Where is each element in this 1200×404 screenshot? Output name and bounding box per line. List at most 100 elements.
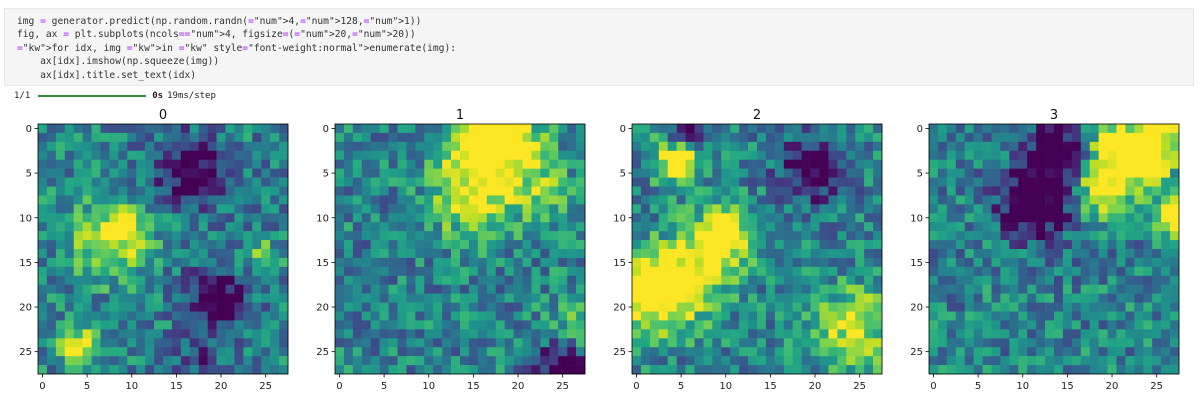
- heatmap-cell: [243, 177, 253, 187]
- heatmap-cell: [964, 168, 974, 178]
- heatmap-cell: [973, 293, 983, 303]
- heatmap-cell: [1018, 150, 1028, 161]
- heatmap-cell: [667, 168, 677, 178]
- heatmap-cell: [873, 338, 883, 348]
- heatmap-cell: [82, 150, 92, 161]
- heatmap-cell: [1062, 302, 1073, 312]
- heatmap-cell: [46, 365, 57, 375]
- heatmap-cell: [828, 347, 838, 357]
- heatmap-cell: [46, 293, 57, 303]
- heatmap-cell: [207, 257, 217, 268]
- heatmap-cell: [145, 204, 155, 214]
- heatmap-cell: [982, 320, 992, 330]
- heatmap-cell: [451, 177, 461, 187]
- heatmap-cell: [234, 141, 244, 152]
- heatmap-cell: [261, 302, 271, 312]
- heatmap-cell: [109, 150, 119, 161]
- heatmap-cell: [964, 249, 974, 259]
- heatmap-cell: [279, 124, 289, 134]
- heatmap-cell: [91, 329, 101, 339]
- heatmap-cell: [495, 177, 505, 187]
- heatmap-cell: [486, 231, 497, 241]
- heatmap-cell: [973, 222, 983, 232]
- heatmap-cell: [1107, 231, 1117, 241]
- heatmap-cell: [46, 275, 57, 286]
- heatmap-cell: [685, 132, 695, 143]
- heatmap-cell: [82, 347, 92, 357]
- code-cell-input[interactable]: img = generator.predict(np.random.randn(…: [4, 8, 1194, 86]
- heatmap-cell: [109, 329, 119, 339]
- heatmap-cell: [558, 150, 568, 161]
- heatmap-cell: [180, 222, 191, 232]
- heatmap-cell: [415, 168, 425, 178]
- heatmap-cell: [73, 132, 83, 143]
- heatmap-cell: [100, 356, 110, 366]
- heatmap-cell: [946, 329, 957, 339]
- heatmap-cell: [73, 195, 83, 205]
- heatmap-cell: [873, 320, 883, 330]
- heatmap-cell: [712, 284, 722, 294]
- heatmap-cell: [810, 356, 820, 366]
- heatmap-cell: [406, 356, 416, 366]
- heatmap-cell: [1036, 132, 1046, 143]
- heatmap-cell: [397, 320, 407, 330]
- heatmap-cell: [964, 311, 974, 321]
- heatmap-cell: [864, 356, 874, 366]
- heatmap-cell: [234, 266, 244, 277]
- heatmap-cell: [1045, 177, 1055, 187]
- heatmap-cell: [468, 320, 479, 330]
- heatmap-cell: [1071, 240, 1082, 250]
- heatmap-cell: [361, 195, 372, 205]
- heatmap-cell: [649, 275, 660, 286]
- heatmap-cell: [486, 266, 497, 277]
- heatmap-cell: [748, 356, 758, 366]
- heatmap-cell: [1036, 257, 1046, 268]
- heatmap-cell: [171, 141, 182, 152]
- heatmap-cell: [819, 257, 829, 268]
- heatmap-cell: [703, 275, 713, 286]
- heatmap-cell: [442, 284, 452, 294]
- heatmap-cell: [38, 275, 48, 286]
- heatmap-cell: [1089, 356, 1099, 366]
- heatmap-cell: [279, 249, 289, 259]
- heatmap-cell: [937, 302, 948, 312]
- heatmap-cell: [576, 356, 586, 366]
- heatmap-cell: [1071, 347, 1082, 357]
- heatmap-cell: [145, 249, 155, 259]
- heatmap-cell: [810, 266, 820, 277]
- heatmap-cell: [549, 159, 559, 169]
- heatmap-cell: [136, 124, 146, 134]
- heatmap-cell: [127, 338, 137, 348]
- heatmap-cell: [1071, 141, 1082, 152]
- heatmap-cell: [783, 159, 794, 169]
- heatmap-cell: [216, 168, 226, 178]
- heatmap-cell: [486, 132, 497, 143]
- heatmap-cell: [370, 186, 380, 196]
- heatmap-cell: [397, 240, 407, 250]
- heatmap-cell: [801, 347, 811, 357]
- heatmap-cell: [991, 222, 1001, 232]
- y-tick-label: 25: [613, 347, 626, 358]
- heatmap-cell: [180, 320, 191, 330]
- heatmap-cell: [100, 338, 110, 348]
- heatmap-cell: [243, 284, 253, 294]
- heatmap-cell: [1116, 222, 1126, 232]
- heatmap-cell: [1125, 266, 1135, 277]
- heatmap-cell: [667, 320, 677, 330]
- heatmap-cell: [801, 168, 811, 178]
- heatmap-cell: [477, 124, 488, 134]
- heatmap-cell: [127, 150, 137, 161]
- heatmap-cell: [136, 293, 146, 303]
- heatmap-cell: [828, 159, 838, 169]
- heatmap-cell: [64, 249, 75, 259]
- heatmap-cell: [558, 204, 568, 214]
- heatmap-cell: [468, 186, 479, 196]
- heatmap-cell: [929, 159, 939, 169]
- code-editor[interactable]: img = generator.predict(np.random.randn(…: [17, 15, 456, 82]
- heatmap-cell: [937, 186, 948, 196]
- heatmap-cell: [955, 132, 966, 143]
- heatmap-cell: [154, 320, 164, 330]
- heatmap-cell: [64, 177, 75, 187]
- heatmap-cell: [1170, 338, 1180, 348]
